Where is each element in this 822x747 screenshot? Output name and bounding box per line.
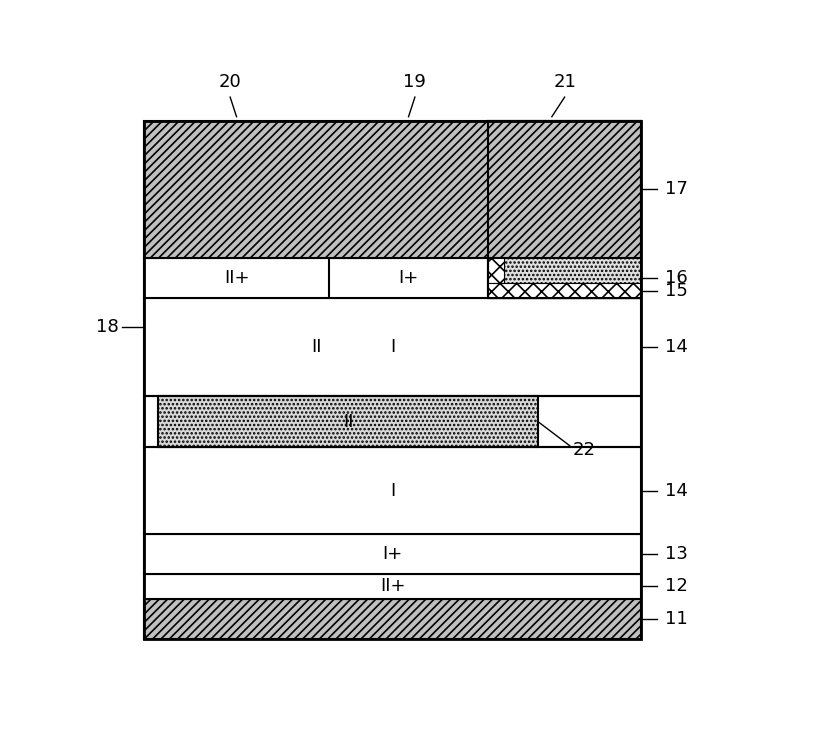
- Text: 15: 15: [665, 282, 687, 300]
- Text: 21: 21: [553, 73, 576, 91]
- Text: I: I: [390, 482, 395, 500]
- Bar: [158, 396, 538, 447]
- Text: II: II: [343, 412, 353, 430]
- Text: 20: 20: [219, 73, 242, 91]
- Text: I+: I+: [382, 545, 403, 562]
- Bar: [144, 574, 641, 598]
- Bar: [144, 298, 641, 396]
- Text: II: II: [311, 338, 321, 356]
- Bar: [144, 447, 641, 533]
- Bar: [488, 121, 641, 298]
- Bar: [144, 598, 641, 639]
- Bar: [488, 283, 641, 298]
- Bar: [488, 121, 641, 131]
- Text: 22: 22: [573, 441, 596, 459]
- Text: 14: 14: [665, 482, 687, 500]
- Bar: [504, 131, 641, 283]
- Text: 11: 11: [665, 610, 687, 627]
- Text: II+: II+: [224, 269, 249, 287]
- Text: 13: 13: [665, 545, 687, 562]
- Bar: [144, 258, 641, 298]
- Text: 14: 14: [665, 338, 687, 356]
- Text: 19: 19: [404, 73, 427, 91]
- Text: 18: 18: [96, 317, 118, 335]
- Bar: [144, 121, 641, 639]
- Bar: [488, 131, 504, 283]
- Text: II+: II+: [380, 577, 405, 595]
- Text: I+: I+: [399, 269, 418, 287]
- Bar: [488, 121, 641, 298]
- Text: 12: 12: [665, 577, 687, 595]
- Bar: [144, 533, 641, 574]
- Text: 17: 17: [665, 181, 687, 199]
- Text: 16: 16: [665, 269, 687, 287]
- Bar: [144, 396, 641, 447]
- Bar: [144, 121, 641, 258]
- Text: I: I: [390, 338, 395, 356]
